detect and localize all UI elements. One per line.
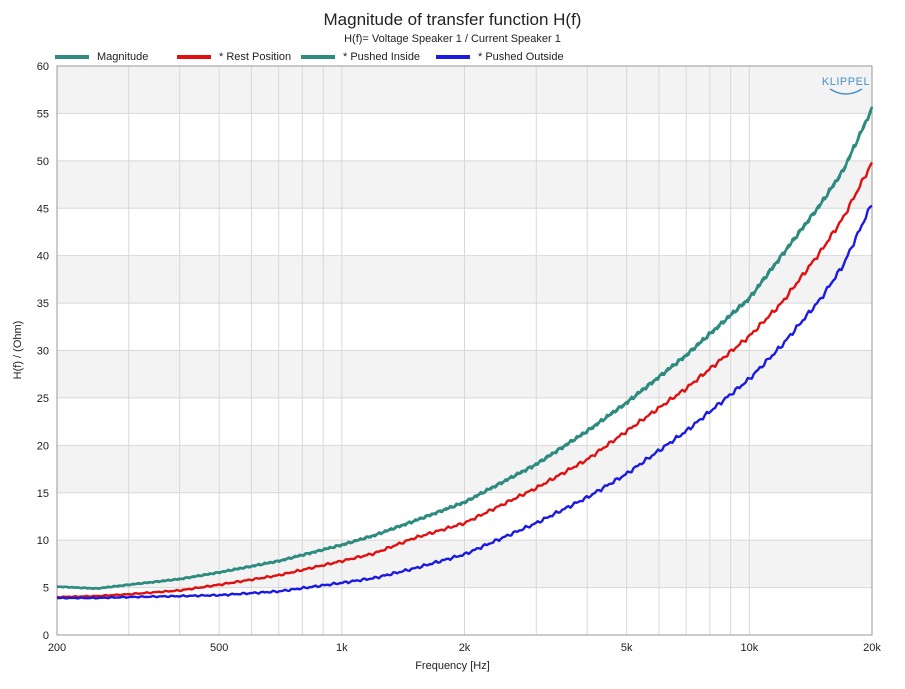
legend-label-magnitude: Magnitude xyxy=(97,51,149,63)
legend-label-rest-position: * Rest Position xyxy=(219,51,292,63)
y-tick-label: 40 xyxy=(37,251,49,263)
plot-frame xyxy=(56,65,873,636)
x-tick-label: 10k xyxy=(740,642,758,654)
x-tick-label: 20k xyxy=(863,642,881,654)
series-line-pushed-inside xyxy=(56,106,874,590)
legend-label-pushed-inside: * Pushed Inside xyxy=(343,51,421,63)
y-tick-label: 35 xyxy=(37,298,49,310)
y-axis-label: H(f) / (Ohm) xyxy=(12,320,24,380)
legend-swatch-rest-position xyxy=(177,55,211,59)
legend-swatch-pushed-outside xyxy=(436,55,470,59)
logo-text: KLIPPEL xyxy=(821,76,871,88)
y-tick-label: 0 xyxy=(43,630,49,642)
series-line-rest-position xyxy=(56,161,874,599)
y-tick-label: 10 xyxy=(37,535,49,547)
x-tick-label: 2k xyxy=(459,642,471,654)
chart-title: Magnitude of transfer function H(f) xyxy=(323,10,582,29)
y-tick-label: 30 xyxy=(37,346,49,358)
series-line-pushed-outside xyxy=(56,204,873,600)
x-tick-label: 1k xyxy=(336,642,348,654)
legend-swatch-pushed-inside xyxy=(301,55,335,59)
x-axis-label: Frequency [Hz] xyxy=(415,660,490,672)
y-tick-label: 20 xyxy=(37,440,49,452)
y-tick-label: 55 xyxy=(37,108,49,120)
x-tick-label: 500 xyxy=(210,642,228,654)
x-tick-label: 5k xyxy=(621,642,633,654)
y-tick-label: 50 xyxy=(37,156,49,168)
klippel-logo: KLIPPEL xyxy=(820,76,872,100)
y-tick-label: 60 xyxy=(37,61,49,73)
y-tick-label: 15 xyxy=(37,488,49,500)
y-tick-label: 5 xyxy=(43,583,49,595)
legend-swatch-magnitude xyxy=(55,55,89,59)
y-tick-label: 45 xyxy=(37,203,49,215)
x-tick-label: 200 xyxy=(48,642,66,654)
chart-subtitle: H(f)= Voltage Speaker 1 / Current Speake… xyxy=(344,33,561,45)
logo-arc-icon xyxy=(829,88,863,95)
legend-label-pushed-outside: * Pushed Outside xyxy=(478,51,564,63)
y-tick-label: 25 xyxy=(37,393,49,405)
